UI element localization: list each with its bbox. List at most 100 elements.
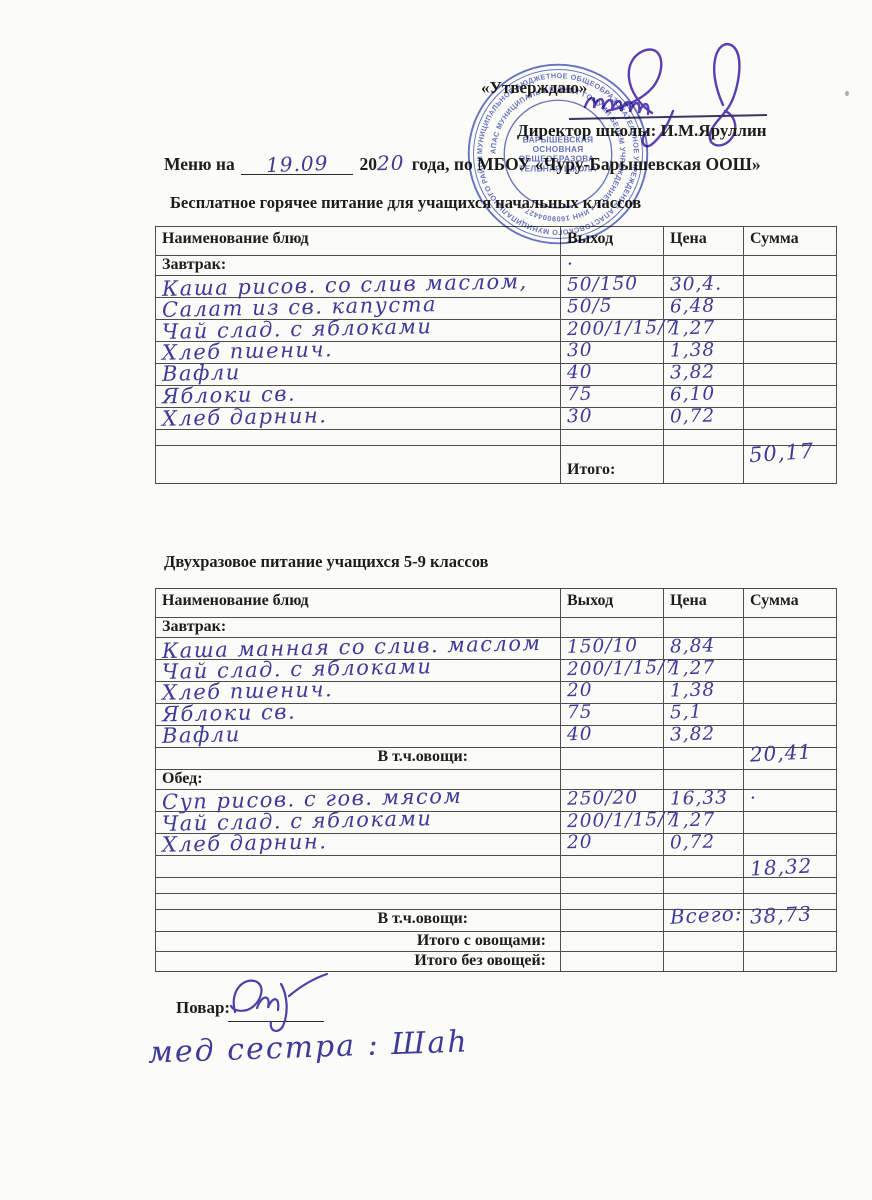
table-cell (743, 275, 837, 298)
table-cell: 40 (560, 724, 664, 748)
table-row: Обед: (155, 769, 837, 790)
table-header-row: Наименование блюд Выход Цена Сумма (155, 588, 837, 618)
table-row: В т.ч.овощи: Всего: 38,73 (155, 901, 837, 932)
handwritten-entry: 1,27 (669, 657, 716, 680)
table-cell: В т.ч.овощи: (155, 747, 561, 770)
column-header: Сумма (743, 226, 837, 256)
table-cell (743, 385, 837, 408)
handwritten-entry: · (749, 787, 758, 810)
table-cell (743, 951, 837, 972)
handwritten-entry: Хлеб дарнин. (161, 829, 328, 857)
table-cell: 40 (560, 362, 664, 386)
table-cell (743, 931, 837, 952)
handwritten-entry: 30 (566, 339, 593, 362)
table-cell: Вафли (155, 722, 561, 748)
handwritten-entry: 20 (566, 679, 593, 702)
handwritten-entry: 1,38 (669, 339, 716, 362)
table-cell: 200/1/15/7 (560, 317, 678, 342)
table-cell (743, 637, 837, 660)
handwritten-entry: 150/10 (566, 635, 639, 658)
table-row: Хлеб пшенич. 20 1,38 (155, 677, 837, 705)
table-row: Вафли 40 3,82 (155, 722, 837, 748)
table-cell: 250/20 (560, 787, 664, 812)
table-cell (663, 951, 744, 972)
table-cell: 150/10 (560, 635, 664, 660)
svg-text:ОБЩЕОБРАЗОВА-: ОБЩЕОБРАЗОВА- (519, 155, 598, 164)
table-cell: 20 (560, 832, 664, 856)
handwritten-entry: 75 (566, 383, 593, 406)
table-cell (743, 681, 837, 704)
table-row: Суп рисов. с гов. мясом 250/20 16,33 · (155, 784, 837, 814)
table-cell: 6,10 (663, 384, 744, 408)
handwritten-entry: 38,73 (749, 901, 813, 929)
table-row: В т.ч.овощи: 20,41 (155, 739, 837, 770)
table-row: 18,32 (155, 853, 837, 881)
table-cell: Чай слад. с яблоками (155, 654, 561, 684)
table-cell (743, 297, 837, 320)
table-cell: 38,73 (743, 901, 837, 932)
table-cell: 30,4. (663, 273, 744, 298)
section-title-two-meals: Двухразовое питание учащихся 5-9 классов (164, 552, 489, 571)
menu-year-printed: 20 (359, 154, 377, 174)
table-cell: 5,1 (663, 702, 744, 726)
table-row: Итого с овощами: (155, 931, 837, 952)
menu-date-slot: 19.09 (241, 150, 354, 177)
printed-entry: Завтрак: (162, 618, 227, 635)
handwritten-entry: Хлеб пшенич. (161, 337, 334, 365)
table-cell (663, 877, 744, 894)
handwritten-entry: Вафли (161, 722, 242, 748)
handwritten-entry: · (566, 253, 575, 276)
svg-text:ТЕЛЬНАЯ ШКОЛА: ТЕЛЬНАЯ ШКОЛА (519, 164, 596, 173)
handwritten-entry: 6,48 (669, 295, 716, 318)
table-cell: Итого с овощами: (155, 931, 561, 952)
school-stamp: МУНИЦИПАЛЬНОЕ БЮДЖЕТНОЕ ОБЩЕОБРАЗОВАТЕЛЬ… (462, 58, 649, 245)
table-cell (560, 747, 664, 770)
table-cell: 30 (560, 339, 664, 364)
table-cell: Чай слад. с яблоками (155, 314, 561, 344)
table-cell: 0,72 (663, 832, 744, 856)
table-cell: 3,82 (663, 362, 744, 386)
handwritten-entry: 200/1/15/7 (566, 808, 679, 833)
table-row: Чай слад. с яблоками 200/1/15/7 1,27 (155, 654, 837, 684)
table-cell: 75 (560, 702, 664, 726)
table-cell: В т.ч.овощи: (155, 909, 561, 932)
section-title-free-meals: Бесплатное горячее питание для учащихся … (170, 193, 642, 212)
table-cell (560, 909, 664, 932)
table-cell (743, 703, 837, 726)
table-cell (743, 811, 837, 834)
table-cell (560, 893, 664, 910)
printed-entry: В т.ч.овощи: (377, 910, 468, 927)
table-cell: 50/150 (560, 273, 664, 298)
handwritten-entry: Яблоки св. (161, 699, 297, 727)
handwritten-entry: 1,27 (669, 317, 716, 340)
free-meals-table: Наименование блюд Выход Цена Сумма Завтрак: ·… (155, 226, 837, 484)
handwritten-entry: 200/1/15/7 (566, 316, 679, 341)
table-cell: Чай слад. с яблоками (155, 806, 561, 836)
column-header: Наименование блюд (155, 588, 561, 618)
handwritten-entry: 8,84 (669, 635, 716, 658)
table-row: Вафли 40 3,82 (155, 360, 837, 386)
table-cell (663, 617, 744, 638)
table-cell (560, 931, 664, 952)
table-cell (560, 429, 664, 446)
table-cell: 20,41 (743, 739, 837, 770)
column-header: Цена (663, 588, 744, 618)
table-row: Каша рисов. со слив маслом, 50/150 30,4. (155, 269, 837, 301)
table-cell: 50,17 (743, 439, 837, 484)
table-cell: 200/1/15/7 (560, 809, 678, 834)
two-meals-table: Наименование блюд Выход Цена Сумма Завтрак: К… (155, 588, 837, 972)
table-cell: Хлеб дарнин. (155, 829, 561, 857)
handwritten-entry: Хлеб дарнин. (161, 403, 328, 431)
table-cell (743, 255, 837, 276)
table-row: Завтрак: (155, 617, 837, 638)
table-cell (743, 769, 837, 790)
table-row: Чай слад. с яблоками 200/1/15/7 1,27 (155, 314, 837, 344)
table-cell: 18,32 (743, 853, 837, 881)
table-cell: 1,38 (663, 339, 744, 364)
svg-text:БАРЫШЕВСКАЯ: БАРЫШЕВСКАЯ (523, 135, 594, 144)
table-cell (743, 617, 837, 638)
table-cell (560, 855, 664, 878)
table-cell: 200/1/15/7 (560, 657, 678, 682)
table-cell (155, 429, 561, 446)
